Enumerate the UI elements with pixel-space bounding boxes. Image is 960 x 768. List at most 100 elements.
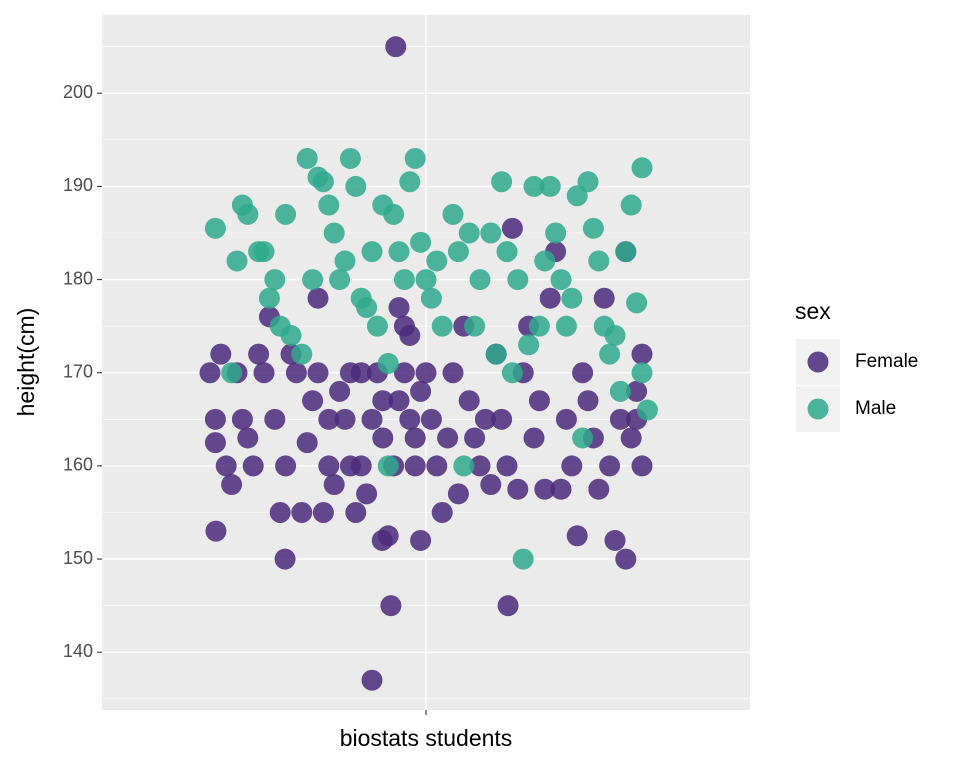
point (329, 380, 351, 402)
point (334, 250, 356, 272)
point (366, 315, 388, 337)
point (404, 455, 426, 477)
point (385, 36, 407, 58)
point (555, 408, 577, 430)
point (620, 427, 642, 449)
point (539, 175, 561, 197)
point (491, 171, 513, 193)
y-tick-label: 200 (63, 82, 93, 102)
point (561, 287, 583, 309)
point (415, 269, 437, 291)
point (464, 427, 486, 449)
point (480, 474, 502, 496)
point (528, 315, 550, 337)
point (339, 147, 361, 169)
point (380, 595, 402, 617)
point (361, 669, 383, 691)
point (253, 362, 275, 384)
point (399, 324, 421, 346)
point (636, 399, 658, 421)
point (550, 269, 572, 291)
point (474, 408, 496, 430)
point (399, 408, 421, 430)
point (431, 501, 453, 523)
y-tick-label: 170 (63, 361, 93, 381)
y-tick-label: 160 (63, 455, 93, 475)
legend-title: sex (795, 298, 831, 324)
point (491, 408, 513, 430)
point (237, 427, 259, 449)
point (431, 315, 453, 337)
point (626, 292, 648, 314)
point (609, 408, 631, 430)
point (512, 548, 534, 570)
point (221, 362, 243, 384)
point (237, 203, 259, 225)
point (312, 171, 334, 193)
point (410, 380, 432, 402)
point (615, 241, 637, 263)
point (296, 147, 318, 169)
point (572, 362, 594, 384)
point (458, 390, 480, 412)
point (523, 175, 545, 197)
point (226, 250, 248, 272)
point (302, 390, 324, 412)
point (199, 362, 221, 384)
point (447, 241, 469, 263)
point (350, 362, 372, 384)
point (410, 529, 432, 551)
point (545, 222, 567, 244)
point (307, 362, 329, 384)
y-axis-title: height(cm) (13, 308, 39, 417)
point (566, 525, 588, 547)
point (528, 390, 550, 412)
point (264, 269, 286, 291)
point (480, 222, 502, 244)
point (312, 501, 334, 523)
point (323, 222, 345, 244)
point (221, 474, 243, 496)
point (205, 520, 227, 542)
point (631, 157, 653, 179)
point (453, 455, 475, 477)
point (599, 343, 621, 365)
point (609, 380, 631, 402)
point (464, 315, 486, 337)
point (588, 478, 610, 500)
point (496, 455, 518, 477)
point (269, 501, 291, 523)
point (264, 408, 286, 430)
point (507, 478, 529, 500)
legend-label: Male (855, 398, 896, 419)
point (204, 432, 226, 454)
point (604, 324, 626, 346)
y-tick-label: 180 (63, 268, 93, 288)
point (442, 203, 464, 225)
point (318, 455, 340, 477)
point (550, 478, 572, 500)
point (242, 455, 264, 477)
point (383, 203, 405, 225)
legend-label: Female (855, 351, 918, 372)
point (631, 343, 653, 365)
point (507, 269, 529, 291)
point (280, 324, 302, 346)
point (339, 455, 361, 477)
point (588, 250, 610, 272)
point (518, 334, 540, 356)
point (291, 343, 313, 365)
point (447, 483, 469, 505)
point (604, 529, 626, 551)
x-axis-title: biostats students (340, 725, 513, 751)
point (215, 455, 237, 477)
point (334, 408, 356, 430)
point (620, 194, 642, 216)
legend: sex Female Male (795, 298, 918, 432)
point (415, 362, 437, 384)
point (361, 408, 383, 430)
y-tick-label: 140 (63, 641, 93, 661)
point (372, 427, 394, 449)
point (442, 362, 464, 384)
point (555, 315, 577, 337)
